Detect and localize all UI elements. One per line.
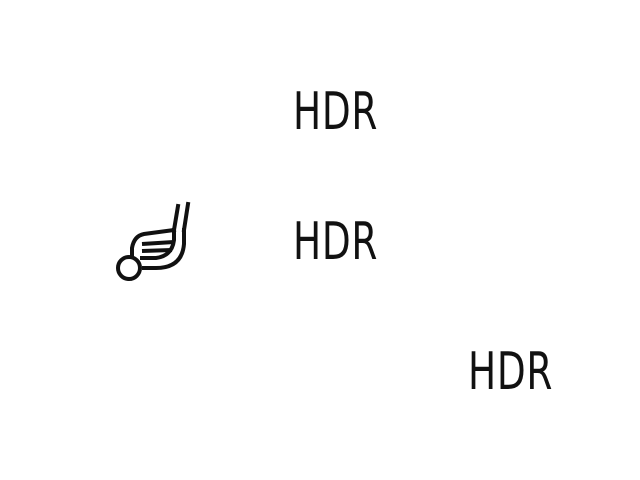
golf-club-ball-icon — [116, 201, 191, 281]
hdr-label-top: HDR — [293, 82, 379, 142]
hdr-label-middle: HDR — [293, 212, 379, 272]
hdr-label-bottom: HDR — [468, 342, 554, 402]
